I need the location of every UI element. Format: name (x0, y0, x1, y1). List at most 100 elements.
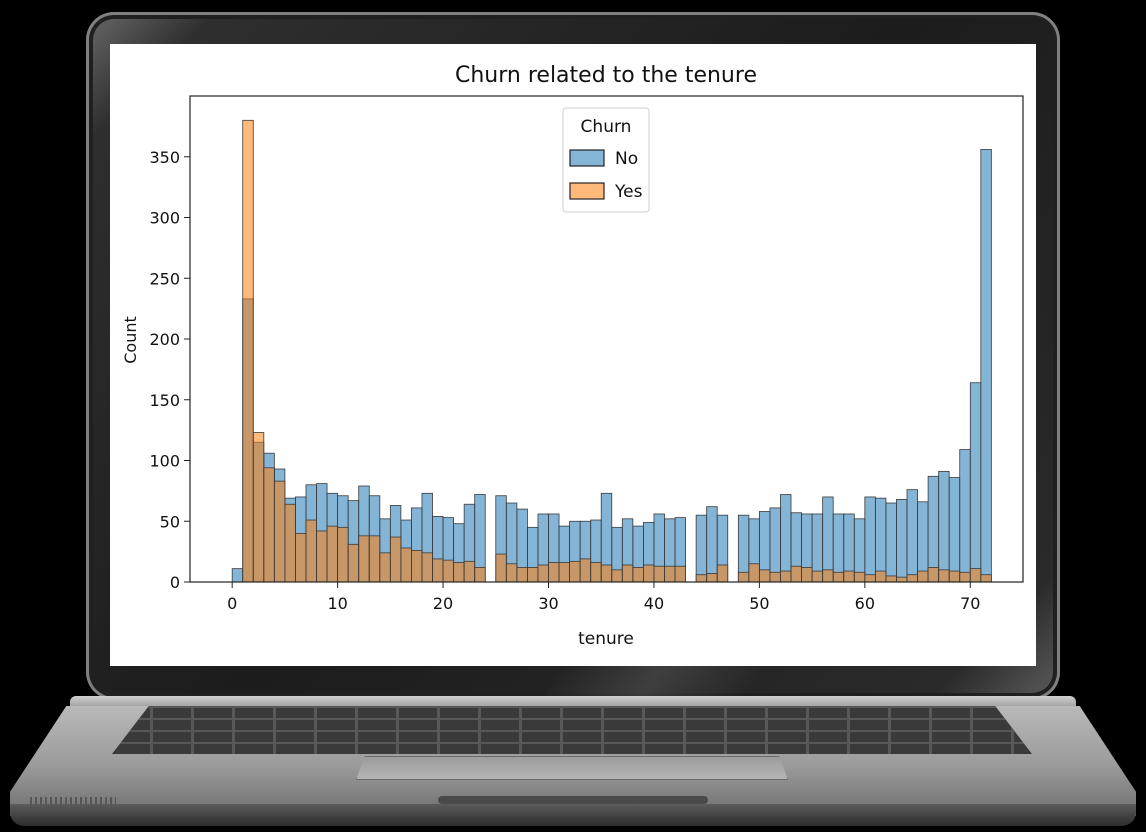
y-tick-label: 300 (149, 209, 180, 228)
bar-no-57 (832, 513, 845, 583)
bar-yes-7 (305, 519, 317, 583)
bar-yes-71 (980, 574, 992, 583)
legend-swatch-yes (569, 182, 605, 200)
bar-yes-16 (400, 547, 412, 583)
bar-yes-15 (389, 536, 402, 583)
bar-yes-6 (295, 532, 307, 583)
trackpad (356, 756, 788, 780)
bar-yes-70 (969, 568, 982, 583)
y-tick-label: 200 (149, 330, 180, 349)
bar-yes-25 (495, 553, 507, 583)
bar-yes-5 (284, 503, 296, 583)
legend-label-yes: Yes (614, 182, 643, 202)
x-tick-label: 70 (960, 594, 980, 613)
bar-yes-1 (242, 119, 254, 583)
bar-yes-34 (590, 562, 602, 583)
bar-yes-23 (474, 567, 486, 583)
bar-yes-22 (463, 560, 476, 583)
bar-no-64 (906, 489, 918, 583)
bar-yes-66 (927, 567, 940, 583)
legend-swatch-no (569, 149, 605, 167)
bar-yes-58 (843, 570, 855, 583)
bar-yes-20 (442, 559, 455, 583)
bar-yes-59 (853, 571, 866, 583)
bar-no-69 (959, 449, 971, 583)
bar-yes-31 (558, 562, 570, 583)
bar-yes-64 (906, 574, 918, 583)
bar-no-45 (706, 506, 718, 583)
bar-yes-60 (864, 574, 876, 583)
bar-yes-21 (453, 562, 465, 583)
bar-no-51 (769, 507, 781, 583)
bar-yes-14 (379, 552, 391, 583)
x-tick-label: 40 (644, 594, 664, 613)
bar-yes-52 (780, 570, 792, 583)
bar-yes-51 (769, 571, 781, 583)
bar-yes-30 (548, 562, 560, 583)
bar-no-60 (864, 496, 876, 583)
x-tick-label: 0 (227, 594, 237, 613)
laptop-screen: Churn related to the tenure 0 50 100 150 200… (110, 44, 1036, 666)
base-front-edge (10, 804, 1136, 826)
y-tick-label: 0 (170, 573, 180, 592)
plot-frame (189, 95, 1024, 583)
bar-yes-4 (273, 480, 286, 583)
bar-yes-56 (822, 569, 834, 583)
bar-yes-18 (421, 552, 433, 583)
bar-no-70 (969, 382, 982, 583)
bar-no-63 (896, 498, 908, 583)
bar-yes-44 (695, 574, 708, 583)
bar-no-56 (822, 496, 834, 583)
y-tick-label: 50 (160, 512, 180, 531)
y-tick-label: 350 (149, 148, 180, 167)
keyboard (112, 706, 1032, 754)
bar-no-61 (874, 497, 887, 583)
bar-yes-36 (611, 569, 623, 583)
bar-yes-45 (706, 573, 718, 583)
x-tick-label: 10 (327, 594, 347, 613)
bar-yes-57 (832, 571, 845, 583)
bar-yes-3 (263, 467, 275, 583)
bar-yes-11 (347, 543, 360, 583)
bar-yes-39 (643, 564, 655, 583)
x-tick-label: 20 (433, 594, 453, 613)
bar-yes-46 (716, 564, 729, 583)
bar-yes-62 (885, 575, 897, 583)
histogram-chart: Churn related to the tenure 050100150200… (121, 63, 1024, 649)
y-axis-label: Count (121, 316, 140, 364)
bar-yes-38 (632, 567, 644, 583)
bar-yes-61 (874, 570, 887, 583)
legend-label-no: No (615, 149, 638, 169)
bar-yes-41 (664, 565, 676, 583)
bar-no-67 (938, 471, 950, 583)
x-tick-label: 60 (855, 594, 875, 613)
x-axis-label: tenure (578, 629, 634, 649)
bar-yes-54 (801, 567, 813, 583)
bar-yes-35 (600, 564, 613, 583)
bar-yes-69 (959, 571, 971, 583)
bar-yes-12 (358, 535, 370, 583)
chart-title: Churn related to the tenure (455, 63, 757, 88)
bar-yes-32 (569, 560, 581, 583)
side-vent (30, 797, 116, 807)
bar-yes-19 (432, 558, 444, 583)
y-tick-label: 150 (149, 391, 180, 410)
bar-yes-26 (505, 563, 518, 583)
x-tick-label: 50 (749, 594, 769, 613)
bar-yes-29 (537, 564, 549, 583)
bar-yes-48 (737, 571, 750, 583)
bar-yes-2 (252, 432, 265, 583)
bar-yes-68 (948, 570, 961, 583)
bar-no-65 (917, 501, 929, 583)
bar-yes-63 (896, 576, 908, 583)
bar-yes-55 (811, 570, 824, 583)
bar-yes-33 (579, 558, 592, 583)
bar-no-71 (980, 149, 992, 583)
bar-yes-67 (938, 569, 950, 583)
bar-no-0 (231, 568, 244, 583)
bar-yes-65 (917, 570, 929, 583)
y-tick-label: 250 (149, 269, 180, 288)
bar-yes-17 (411, 550, 423, 583)
bar-yes-50 (758, 569, 771, 583)
bar-yes-49 (748, 563, 760, 583)
